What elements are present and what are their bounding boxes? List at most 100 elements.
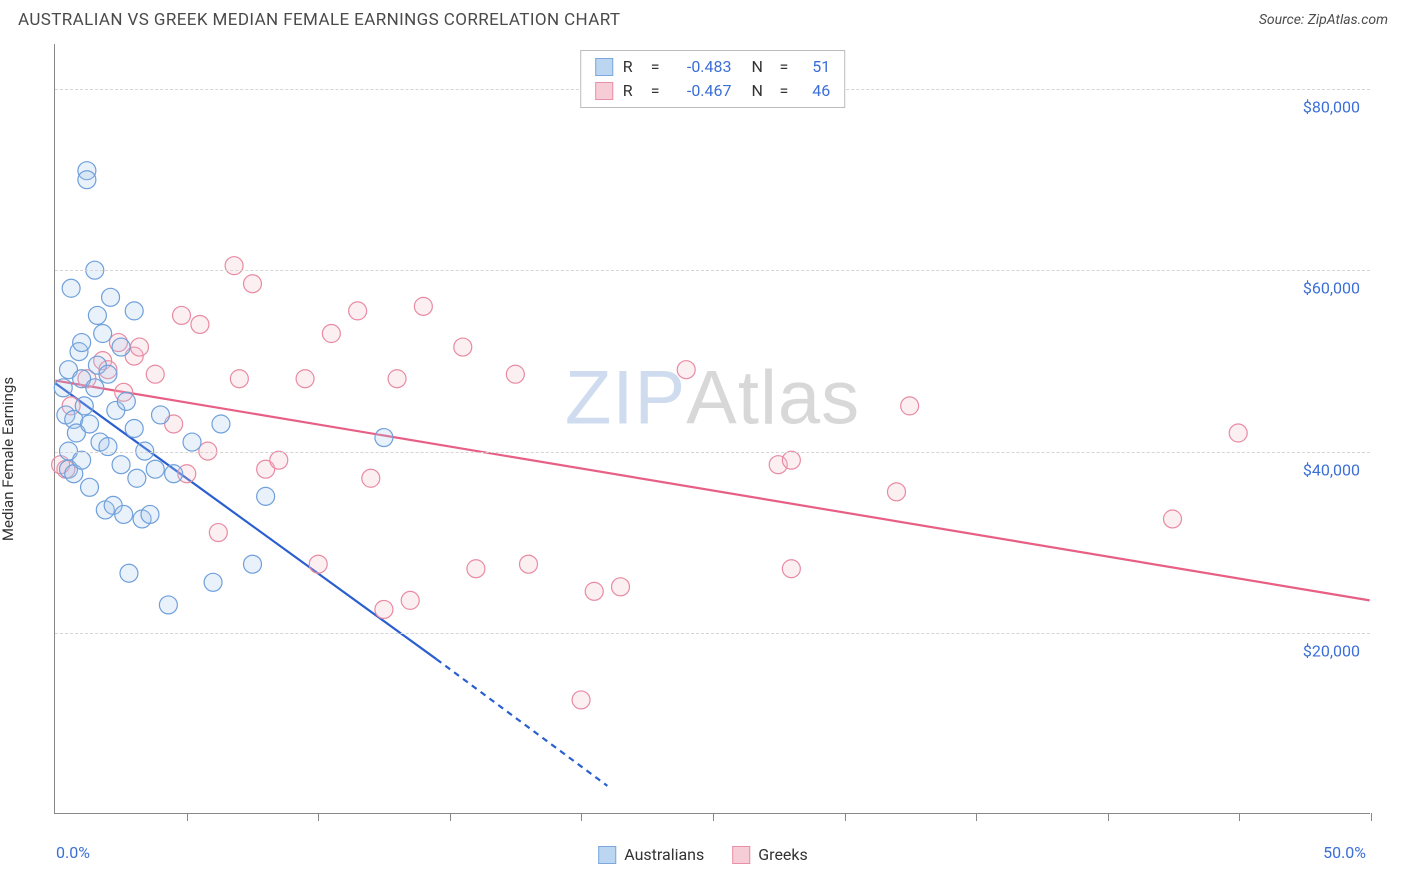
australians-point — [128, 469, 146, 487]
chart-container: Median Female Earnings ZIPAtlas R=-0.483… — [18, 44, 1388, 874]
australians-point — [125, 302, 143, 320]
greeks-point — [130, 338, 148, 356]
x-tick — [1108, 813, 1109, 821]
australians-point — [165, 465, 183, 483]
legend-item: Australians — [598, 845, 704, 864]
n-label: N — [752, 79, 770, 103]
series-legend: Australians Greeks — [598, 845, 808, 864]
source-attribution: Source: ZipAtlas.com — [1259, 12, 1388, 28]
australians-point — [375, 429, 393, 447]
plot-area: ZIPAtlas R=-0.483N=51R=-0.467N=46 $20,00… — [54, 44, 1370, 814]
gridline-h — [55, 452, 1370, 453]
series-swatch — [598, 846, 616, 864]
australians-point — [62, 279, 80, 297]
australians-point — [73, 451, 91, 469]
australians-point — [99, 365, 117, 383]
australians-point — [102, 288, 120, 306]
greeks-point — [572, 691, 590, 709]
australians-point — [212, 415, 230, 433]
greeks-point — [225, 257, 243, 275]
australians-point — [99, 438, 117, 456]
x-axis-min-label: 0.0% — [56, 843, 90, 862]
greeks-point — [901, 397, 919, 415]
australians-point — [54, 379, 72, 397]
correlation-row: R=-0.483N=51 — [595, 55, 831, 79]
greeks-point — [191, 315, 209, 333]
greeks-point — [362, 469, 380, 487]
r-value: -0.467 — [670, 79, 732, 103]
australians-point — [73, 334, 91, 352]
australians-point — [75, 397, 93, 415]
greeks-point — [520, 555, 538, 573]
x-tick — [1371, 813, 1372, 821]
legend-item: Greeks — [732, 845, 808, 864]
greeks-point — [244, 275, 262, 293]
correlation-row: R=-0.467N=46 — [595, 79, 831, 103]
greeks-point — [1164, 510, 1182, 528]
greeks-point — [1229, 424, 1247, 442]
gridline-h — [55, 633, 1370, 634]
x-tick — [845, 813, 846, 821]
x-tick — [187, 813, 188, 821]
x-tick — [318, 813, 319, 821]
australians-point — [86, 379, 104, 397]
australians-point — [94, 325, 112, 343]
greeks-point — [349, 302, 367, 320]
greeks-point — [230, 370, 248, 388]
greeks-point — [270, 451, 288, 469]
greeks-point — [401, 591, 419, 609]
x-tick — [581, 813, 582, 821]
greeks-point — [375, 600, 393, 618]
australians-point — [112, 338, 130, 356]
x-axis-max-label: 50.0% — [1323, 843, 1366, 862]
australians-point — [204, 573, 222, 591]
australians-point — [81, 415, 99, 433]
australians-point — [141, 505, 159, 523]
r-label: R — [623, 79, 641, 103]
australians-point — [257, 487, 275, 505]
australians-point — [112, 456, 130, 474]
series-swatch — [732, 846, 750, 864]
australians-point — [159, 596, 177, 614]
series-swatch — [595, 58, 613, 76]
greeks-point — [414, 297, 432, 315]
gridline-h — [55, 270, 1370, 271]
x-tick — [450, 813, 451, 821]
greeks-point — [888, 483, 906, 501]
y-tick-label: $80,000 — [1303, 98, 1360, 117]
greeks-point — [146, 365, 164, 383]
australians-point — [125, 420, 143, 438]
greeks-point — [585, 582, 603, 600]
greeks-point — [506, 365, 524, 383]
series-swatch — [595, 82, 613, 100]
y-tick-label: $40,000 — [1303, 460, 1360, 479]
australians-point — [152, 406, 170, 424]
greeks-point — [322, 325, 340, 343]
australians-point — [78, 171, 96, 189]
r-value: -0.483 — [670, 55, 732, 79]
greeks-point — [677, 361, 695, 379]
greeks-point — [454, 338, 472, 356]
r-label: R — [623, 55, 641, 79]
x-tick — [976, 813, 977, 821]
australians-point — [81, 478, 99, 496]
australians-point — [120, 564, 138, 582]
greeks-point — [296, 370, 314, 388]
greeks-point — [388, 370, 406, 388]
x-tick — [713, 813, 714, 821]
n-value: 46 — [798, 79, 830, 103]
x-tick — [1239, 813, 1240, 821]
greeks-point — [309, 555, 327, 573]
greeks-point — [467, 560, 485, 578]
n-value: 51 — [798, 55, 830, 79]
chart-title: AUSTRALIAN VS GREEK MEDIAN FEMALE EARNIN… — [18, 10, 620, 30]
greeks-point — [782, 451, 800, 469]
scatter-points-layer — [55, 44, 1370, 813]
y-tick-label: $60,000 — [1303, 279, 1360, 298]
greeks-point — [612, 578, 630, 596]
legend-label: Greeks — [758, 845, 808, 864]
correlation-stats-box: R=-0.483N=51R=-0.467N=46 — [580, 50, 846, 108]
y-axis-label: Median Female Earnings — [0, 377, 17, 541]
n-label: N — [752, 55, 770, 79]
australians-point — [183, 433, 201, 451]
